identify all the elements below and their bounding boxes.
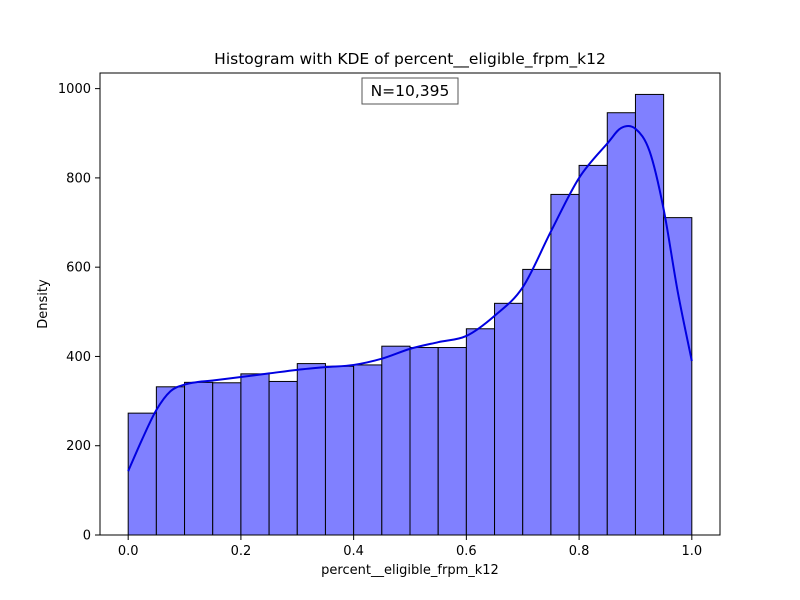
y-tick-label: 1000 [58,82,91,97]
histogram-bar [663,217,693,536]
bars-group [127,93,693,536]
histogram-bar [634,93,665,536]
histogram-bar [184,381,214,536]
x-axis: 0.0 0.2 0.4 0.6 0.8 1.0 [118,535,702,559]
histogram-bar [240,373,270,536]
histogram-bar [212,382,242,536]
y-tick-label: 800 [66,171,91,186]
histogram-bar [606,112,636,536]
y-tick-label: 600 [66,261,91,276]
annotation-text: N=10,395 [371,82,450,100]
x-tick-label: 0.4 [343,544,364,559]
histogram-bar [578,164,608,536]
annotation-box [361,77,459,105]
x-tick-label: 0.6 [456,544,477,559]
histogram-bar [127,412,157,536]
histogram-bar [268,380,298,536]
histogram-bar [409,347,439,536]
plot-frame [99,72,721,536]
x-axis-label: percent__eligible_frpm_k12 [321,563,499,578]
histogram-bar [296,363,326,536]
x-tick-label: 0.8 [569,544,590,559]
histogram-bar [155,386,186,536]
x-tick-label: 0.0 [118,544,139,559]
histogram-bar [353,364,383,536]
y-tick-label: 0 [83,529,91,544]
x-tick-label: 1.0 [681,544,702,559]
histogram-bar [494,302,524,536]
histogram-bar [550,193,580,536]
histogram-bar [522,268,552,536]
sample-size-annotation: N=10,395 [361,77,459,105]
histogram-bar [381,345,411,536]
y-tick-label: 400 [66,350,91,365]
y-axis: 0 200 400 600 800 1000 [58,82,100,544]
chart-title: Histogram with KDE of percent__eligible_… [214,50,606,69]
histogram-bar [437,347,467,536]
x-tick-label: 0.2 [231,544,252,559]
histogram-bar [324,365,355,536]
kde-curve [127,124,693,472]
y-axis-label: Density [36,279,51,329]
y-tick-label: 200 [66,439,91,454]
histogram-bar [465,328,496,536]
